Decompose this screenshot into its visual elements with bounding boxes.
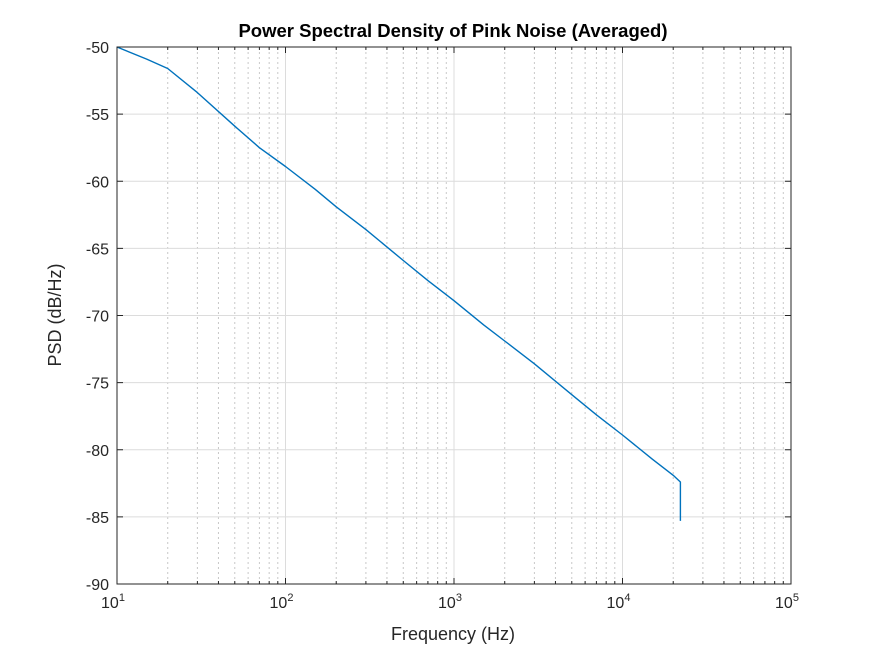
y-tick-label: -60	[86, 174, 109, 191]
y-tick-label: -85	[86, 510, 109, 527]
y-tick-label: -80	[86, 443, 109, 460]
y-tick-labels: -50 -55 -60 -65 -70 -75 -80 -85 -90	[86, 40, 109, 594]
x-tick-label: 105	[775, 592, 799, 612]
y-axis-label: PSD (dB/Hz)	[45, 263, 65, 366]
x-axis-label: Frequency (Hz)	[391, 624, 515, 644]
x-tick-label: 103	[438, 592, 462, 612]
y-tick-label: -75	[86, 376, 109, 393]
x-tick-label: 104	[607, 592, 631, 612]
y-tick-label: -65	[86, 241, 109, 258]
psd-series-line	[116, 46, 682, 521]
y-tick-label: -70	[86, 309, 109, 326]
grid	[116, 46, 792, 585]
ticks	[116, 46, 792, 585]
y-tick-label: -50	[86, 40, 109, 57]
series-group	[116, 46, 682, 521]
x-tick-label: 102	[270, 592, 294, 612]
y-tick-label: -55	[86, 107, 109, 124]
x-tick-label: 101	[101, 592, 125, 612]
y-tick-label: -90	[86, 577, 109, 594]
x-tick-labels: 101 102 103 104 105	[101, 592, 799, 612]
chart-title: Power Spectral Density of Pink Noise (Av…	[238, 20, 667, 41]
